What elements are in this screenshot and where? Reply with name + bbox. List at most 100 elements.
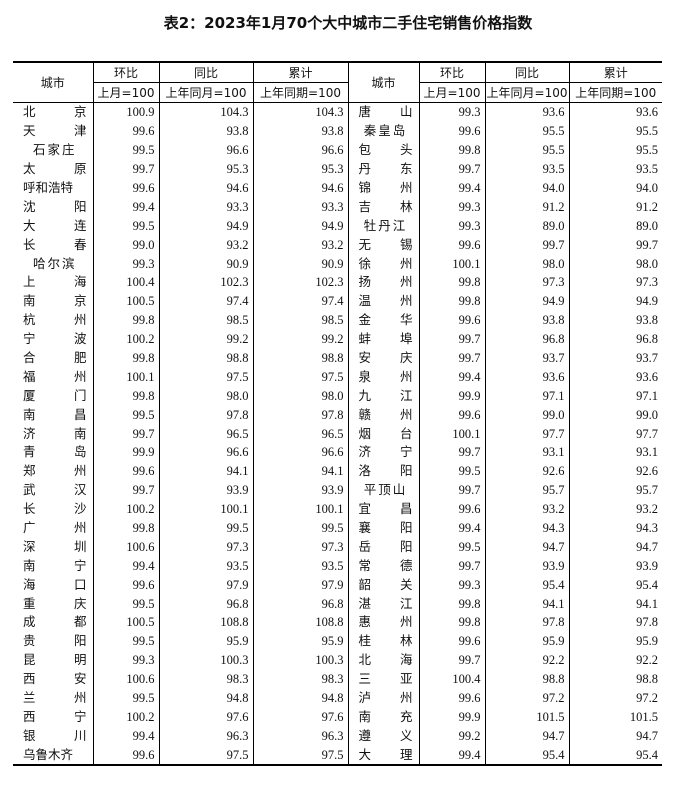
yoy-value: 97.1 [484,386,569,406]
cum-value: 96.5 [252,424,348,444]
city-char: 州 [73,463,87,479]
cum-value: 95.7 [568,480,662,500]
city-char: 惠 [358,614,372,630]
header-mom-right: 环比 [418,62,485,83]
yoy-value: 97.3 [158,537,253,557]
cum-value: 100.3 [252,650,348,670]
city-char: 连 [73,217,87,233]
city-name: 常德 [347,556,419,576]
city-char: 关 [399,576,413,592]
city-char: 州 [73,690,87,706]
city-char: 南 [23,293,36,309]
mom-value: 100.6 [92,537,159,557]
city-label: 南充 [359,708,413,726]
city-name: 桂林 [347,631,419,651]
city-name: 合肥 [13,349,93,368]
city-name: 广州 [13,519,93,538]
city-name: 扬州 [347,273,419,292]
mom-value: 99.6 [92,745,159,766]
yoy-value: 92.2 [484,650,569,670]
city-name: 天津 [13,122,93,141]
mom-value: 99.7 [418,159,485,179]
city-char: 福 [23,368,36,384]
city-char: 江 [399,595,413,611]
cum-value: 101.5 [568,707,662,727]
header-yoy-base: 上年同月=100 [158,82,253,103]
city-label: 深圳 [23,538,87,556]
cum-value: 90.9 [252,254,348,274]
city-char: 青 [23,444,36,460]
city-char: 徐 [358,255,372,271]
table-row: 宁波 100.2 99.2 99.2 蚌埠 99.7 96.8 96.8 [13,329,662,349]
city-char: 厦 [23,387,36,403]
yoy-value: 90.9 [158,254,253,274]
city-label: 海口 [23,576,87,594]
city-char: 义 [399,727,413,743]
city-char: 大 [23,217,36,233]
city-char: 庆 [73,595,87,611]
cum-value: 95.5 [568,121,662,141]
city-name: 三亚 [347,669,419,689]
city-char: 西 [23,708,36,724]
cum-value: 98.0 [252,386,348,406]
cum-value: 93.8 [252,121,348,141]
mom-value: 100.5 [92,291,159,311]
mom-value: 99.3 [418,575,485,595]
city-label: 乌鲁木齐 [23,746,74,762]
cum-value: 95.4 [568,575,662,595]
mom-value: 99.7 [418,556,485,576]
city-label: 哈尔滨 [32,255,77,271]
city-char: 州 [399,368,413,384]
cum-value: 98.5 [252,310,348,330]
yoy-value: 94.3 [484,518,569,538]
yoy-value: 95.4 [484,575,569,595]
mom-value: 100.9 [92,102,159,122]
city-label: 扬州 [359,273,413,291]
table-row: 乌鲁木齐 99.6 97.5 97.5 大理 99.4 95.4 95.4 [13,745,662,766]
city-name: 昆明 [13,651,93,670]
city-label: 南京 [23,292,87,310]
mom-value: 99.9 [418,707,485,727]
city-label: 银川 [23,727,87,745]
city-char: 昆 [23,652,36,668]
city-char: 遵 [358,727,372,743]
city-char: 蚌 [358,331,372,347]
city-label: 惠州 [359,613,413,631]
mom-value: 99.7 [92,159,159,179]
mom-value: 99.5 [418,461,485,481]
cum-value: 95.4 [568,745,662,766]
cum-value: 94.7 [568,726,662,746]
city-char: 无 [358,236,372,252]
table-row: 兰州 99.5 94.8 94.8 泸州 99.6 97.2 97.2 [13,688,662,708]
city-char: 唐 [358,104,372,120]
city-label: 包头 [359,141,413,159]
city-name: 西宁 [13,708,93,727]
city-label: 呼和浩特 [23,180,74,195]
city-char: 州 [73,368,87,384]
mom-value: 99.4 [418,518,485,538]
mom-value: 99.5 [92,688,159,708]
city-char: 州 [399,293,413,309]
city-label: 济宁 [359,443,413,461]
city-char: 埠 [399,331,413,347]
mom-value: 99.2 [418,726,485,746]
city-char: 阳 [399,520,413,536]
cum-value: 98.3 [252,669,348,689]
city-char: 京 [73,104,87,120]
city-char: 春 [73,236,87,252]
mom-value: 99.6 [418,310,485,330]
mom-value: 100.1 [418,254,485,274]
city-name: 长春 [13,235,93,254]
city-char: 州 [399,614,413,630]
city-char: 常 [358,557,372,573]
table-row: 西安 100.6 98.3 98.3 三亚 100.4 98.8 98.8 [13,669,662,689]
mom-value: 99.6 [418,688,485,708]
city-name: 金华 [347,310,419,330]
city-label: 兰州 [23,689,87,707]
city-char: 泉 [358,368,372,384]
yoy-value: 95.5 [484,121,569,141]
city-label: 牡丹江 [363,217,408,233]
mom-value: 99.7 [418,443,485,462]
cum-value: 96.6 [252,140,348,160]
city-char: 州 [399,690,413,706]
